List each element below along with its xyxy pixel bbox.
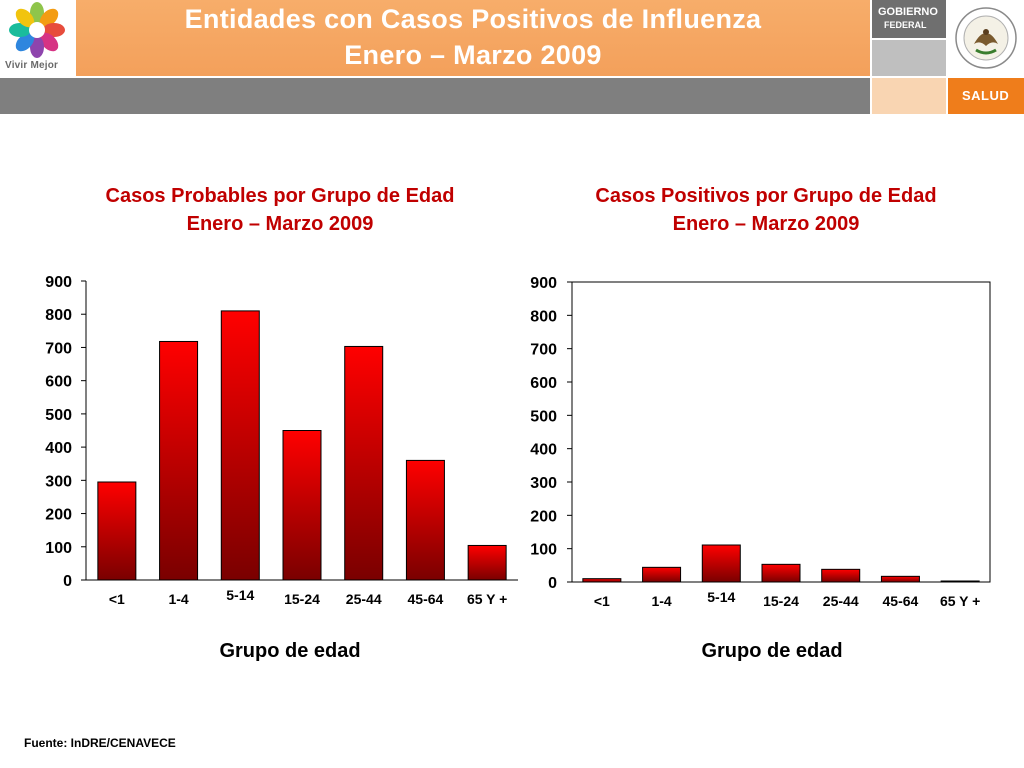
chart-1-bar-14 <box>159 340 199 581</box>
chart-1-y-tick-label: 600 <box>45 374 72 391</box>
chart-2-x-tick-label: 45-64 <box>883 593 919 609</box>
chart-1-title-line-2: Enero – Marzo 2009 <box>186 213 374 235</box>
chart-2-bar-4564 <box>880 575 920 583</box>
chart-1-y-tick-label: 100 <box>45 540 72 557</box>
logo-text: Vivir Mejor <box>5 60 59 71</box>
gobierno-federal-logo: GOBIERNO FEDERAL <box>872 0 946 38</box>
chart-2-y-tick-label: 400 <box>530 442 557 459</box>
chart-1-y-tick-label: 700 <box>45 340 72 357</box>
salud-label: SALUD <box>962 88 1010 103</box>
chart-2-title: Casos Positivos por Grupo de Edad Enero … <box>546 182 986 238</box>
chart-1-bar-1524 <box>282 430 322 581</box>
salud-badge: SALUD <box>948 78 1024 114</box>
chart-1-y-tick-label: 800 <box>45 307 72 324</box>
chart-2-y-tick-label: 700 <box>530 342 557 359</box>
chart-1-y-tick-label: 400 <box>45 440 72 457</box>
flower-logo-icon <box>9 2 65 58</box>
chart-1-bar-514 <box>220 310 260 581</box>
chart-2-bar-14 <box>642 566 682 583</box>
chart-2-x-tick-label: 15-24 <box>763 593 799 609</box>
chart-2-x-tick-label: 1-4 <box>651 593 671 609</box>
header-gray-tile <box>872 40 946 76</box>
chart-2-y-tick-label: 600 <box>530 375 557 392</box>
chart-1-x-axis-title: Grupo de edad <box>219 640 361 662</box>
header-peach-tile <box>872 78 946 114</box>
federal-text: FEDERAL <box>884 20 927 30</box>
chart-1-x-tick-label: <1 <box>109 591 125 607</box>
chart-2-title-line-2: Enero – Marzo 2009 <box>672 213 860 235</box>
chart-1-bar-4564 <box>405 459 445 581</box>
chart-1-x-tick-label: 15-24 <box>284 591 320 607</box>
chart-2-bar-1 <box>582 578 622 583</box>
header-divider-band <box>0 78 870 114</box>
chart-2-bar-1524 <box>761 563 801 583</box>
chart-2-x-axis-title: Grupo de edad <box>701 640 843 662</box>
chart-1-x-tick-label: 1-4 <box>168 591 188 607</box>
national-seal <box>948 0 1024 76</box>
source-note: Fuente: InDRE/CENAVECE <box>24 736 176 750</box>
chart-1-bar-1 <box>97 481 137 581</box>
chart-1-y-tick-label: 200 <box>45 507 72 524</box>
chart-2-bar-65y <box>940 580 980 583</box>
chart-2-x-tick-label: 25-44 <box>823 593 859 609</box>
chart-1-x-tick-label: 45-64 <box>408 591 444 607</box>
chart-1-title: Casos Probables por Grupo de Edad Enero … <box>60 182 500 238</box>
chart-2-bar-2544 <box>821 568 861 583</box>
chart-1-x-tick-label: 25-44 <box>346 591 382 607</box>
chart-2-bar-514 <box>701 544 741 583</box>
chart-1-x-tick-label: 65 Y + <box>467 591 507 607</box>
chart-2-y-tick-label: 200 <box>530 508 557 525</box>
chart-2-y-tick-label: 300 <box>530 475 557 492</box>
page-title-line-1: Entidades con Casos Positivos de Influen… <box>184 4 762 34</box>
chart-1-y-tick-label: 300 <box>45 473 72 490</box>
gobierno-text: GOBIERNO <box>878 6 938 18</box>
chart-2-title-line-1: Casos Positivos por Grupo de Edad <box>595 185 937 207</box>
chart-2-x-tick-label: 65 Y + <box>940 593 980 609</box>
vivir-mejor-logo: Vivir Mejor <box>0 0 74 76</box>
chart-1-bar-2544 <box>344 345 384 581</box>
chart-2-x-tick-label: 5-14 <box>707 589 735 605</box>
chart-1-title-line-1: Casos Probables por Grupo de Edad <box>105 185 455 207</box>
chart-1-y-tick-label: 0 <box>63 573 72 590</box>
chart-2-y-tick-label: 500 <box>530 408 557 425</box>
chart-2-y-tick-label: 0 <box>548 575 557 592</box>
chart-1-x-tick-label: 5-14 <box>226 587 254 603</box>
chart-1-bar-65y <box>467 544 507 581</box>
chart-1-y-tick-label: 900 <box>45 274 72 291</box>
chart-1-y-tick-label: 500 <box>45 407 72 424</box>
chart-2-y-tick-label: 100 <box>530 542 557 559</box>
title-bar: Entidades con Casos Positivos de Influen… <box>76 0 870 76</box>
chart-2-x-tick-label: <1 <box>594 593 610 609</box>
chart-2-y-tick-label: 800 <box>530 308 557 325</box>
page-title-line-2: Enero – Marzo 2009 <box>344 40 602 70</box>
chart-2-y-tick-label: 900 <box>530 275 557 292</box>
chart-2-plot-frame <box>571 281 991 583</box>
eagle-seal-icon <box>955 7 1017 69</box>
